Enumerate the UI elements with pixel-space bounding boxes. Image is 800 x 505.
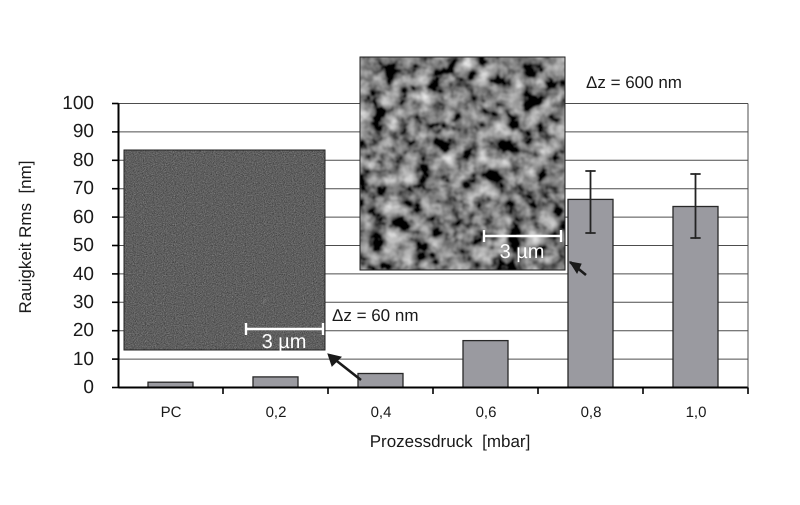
svg-text:3 µm: 3 µm <box>262 331 307 353</box>
svg-text:3 µm: 3 µm <box>500 241 545 263</box>
